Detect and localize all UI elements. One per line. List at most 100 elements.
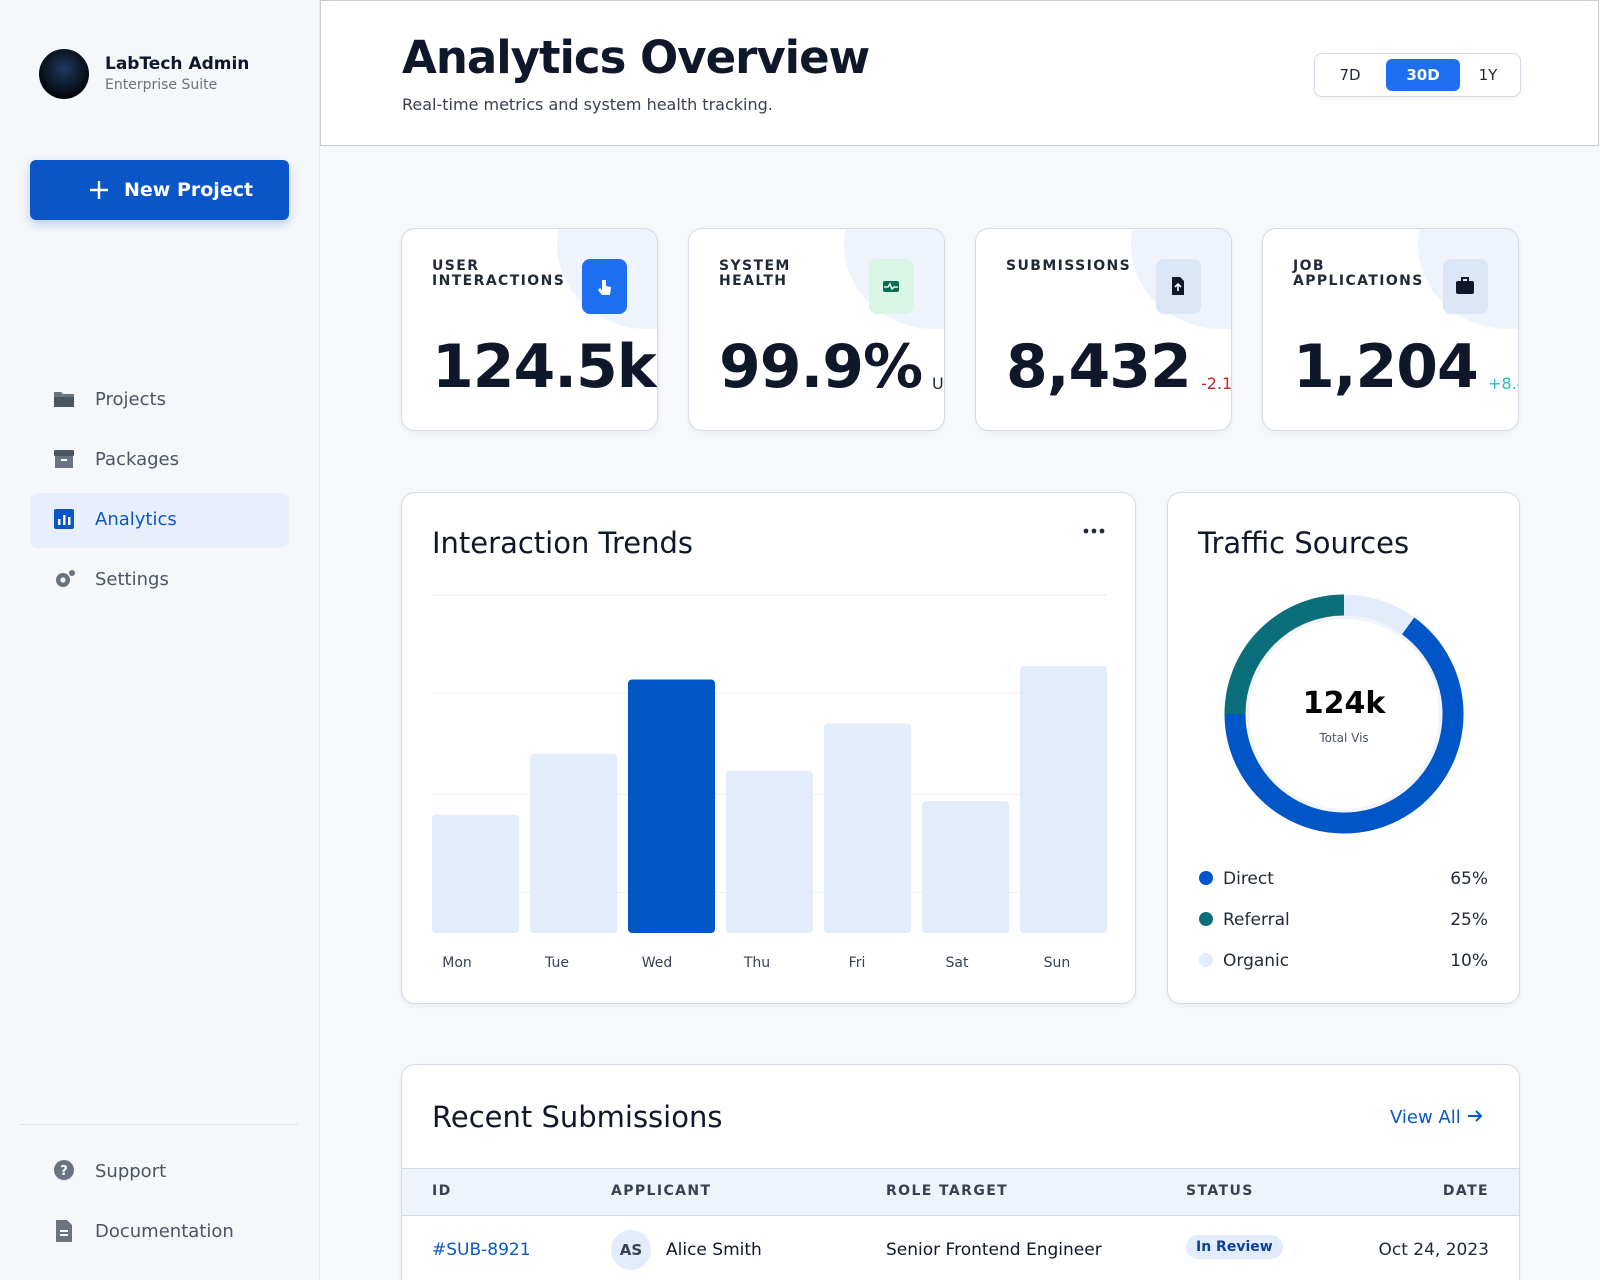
new-project-button[interactable]: New Project xyxy=(30,160,289,220)
nav-label: Settings xyxy=(95,569,169,590)
x-tick-label: Fri xyxy=(849,955,866,971)
x-tick-label: Tue xyxy=(544,955,569,971)
status-badge: In Review xyxy=(1186,1235,1283,1259)
brand-subtitle: Enterprise Suite xyxy=(105,77,218,93)
legend-label: Direct xyxy=(1223,869,1274,889)
nav-label: Analytics xyxy=(95,509,177,530)
bar xyxy=(628,679,715,933)
legend-dot xyxy=(1199,912,1213,926)
icon xyxy=(1172,277,1184,295)
page-subtitle: Real-time metrics and system health trac… xyxy=(402,95,773,114)
nav-item[interactable]: Packages xyxy=(30,433,289,488)
legend-value: 25% xyxy=(1450,910,1488,930)
more-menu[interactable] xyxy=(1082,527,1106,535)
brand: LabTech Admin xyxy=(105,54,250,74)
stat-icon xyxy=(1156,259,1201,314)
traffic-card: Traffic Sources Direct 65% Referral 25% Orga… xyxy=(1167,492,1520,1004)
plus-icon xyxy=(90,181,108,199)
stat-icon xyxy=(582,259,627,314)
applicant-avatar: AS xyxy=(611,1230,651,1270)
nav-icon xyxy=(54,509,74,529)
button-label: New Project xyxy=(124,179,254,201)
applicant-name: Alice Smith xyxy=(666,1240,762,1260)
bar xyxy=(922,801,1009,933)
nav-item[interactable]: Analytics xyxy=(30,493,289,548)
column-header: STATUS xyxy=(1186,1183,1254,1199)
stat-value: 1,204 xyxy=(1293,332,1479,402)
stat-value: 124.5k xyxy=(432,332,657,402)
stat-label: SYSTEM HEALTH xyxy=(719,258,791,289)
stat-icon xyxy=(1443,259,1488,314)
donut-segment xyxy=(1343,594,1415,635)
legend-label: Organic xyxy=(1223,951,1289,971)
table-card: Recent Submissions View All ID APPLICANT R… xyxy=(401,1064,1520,1280)
header: Analytics Overview Real-time metrics and… xyxy=(320,0,1599,146)
nav-icon xyxy=(56,1220,72,1242)
x-tick-label: Mon xyxy=(442,955,472,971)
bar xyxy=(726,770,813,933)
role-target: Senior Frontend Engineer xyxy=(886,1240,1102,1260)
column-header: DATE xyxy=(1442,1183,1489,1199)
x-tick-label: Wed xyxy=(642,955,673,971)
nav-item[interactable]: Projects xyxy=(30,373,289,428)
nav-item[interactable]: Documentation xyxy=(30,1205,289,1260)
nav-icon: ? xyxy=(54,1160,74,1180)
donut-chart: Direct 65% Referral 25% Organic 10% 124k Total … xyxy=(1199,594,1488,971)
view-all-link[interactable]: View All xyxy=(1390,1107,1483,1128)
stat-label: USER INTERACTIONS xyxy=(432,258,566,289)
link-label: View All xyxy=(1390,1107,1461,1128)
stat-label: JOB APPLICATIONS xyxy=(1293,258,1424,289)
icon xyxy=(883,281,899,292)
divider xyxy=(20,1124,298,1125)
legend-dot xyxy=(1199,953,1213,967)
stat-value: 99.9% xyxy=(719,332,923,402)
card-title: Recent Submissions xyxy=(432,1100,723,1134)
legend-dot xyxy=(1199,871,1213,885)
center-value: 124k xyxy=(1303,686,1387,721)
range-option[interactable]: 1Y xyxy=(1478,66,1498,84)
donut-segment xyxy=(1224,617,1464,834)
stat-label: SUBMISSIONS xyxy=(1006,258,1132,274)
nav-icon xyxy=(54,450,74,468)
range-toggle: 7D 30D 1Y xyxy=(1314,53,1521,97)
x-tick-label: Thu xyxy=(743,955,770,971)
legend-label: Referral xyxy=(1223,910,1290,930)
stat-change: Upt xyxy=(932,374,944,393)
bar xyxy=(432,814,519,933)
donut-inner xyxy=(1245,615,1443,813)
bar xyxy=(530,753,617,933)
svg-text:?: ? xyxy=(60,1164,68,1179)
table-header xyxy=(402,1168,1519,1216)
column-header: ID xyxy=(432,1183,452,1199)
stat-card: SUBMISSIONS 8,432 -2.1% xyxy=(975,228,1232,431)
column-header: APPLICANT xyxy=(611,1183,712,1199)
stat-change: -2.1% xyxy=(1201,374,1232,393)
icon xyxy=(598,280,611,295)
legend-value: 10% xyxy=(1450,951,1488,971)
bar-chart: Mon Tue Wed Thu Fri Sat Sun xyxy=(432,594,1107,971)
nav-item[interactable]: Settings xyxy=(30,553,289,608)
icon xyxy=(1456,277,1474,294)
submission-id[interactable]: #SUB-8921 xyxy=(432,1240,531,1260)
arrow-icon xyxy=(1467,1110,1482,1122)
nav-label: Packages xyxy=(95,449,179,470)
x-tick-label: Sun xyxy=(1044,955,1071,971)
range-option[interactable]: 7D xyxy=(1339,66,1361,84)
stat-card: JOB APPLICATIONS 1,204 +8.4% xyxy=(1262,228,1519,431)
center-label: Total Vis xyxy=(1318,731,1368,745)
date: Oct 24, 2023 xyxy=(1378,1240,1490,1260)
legend-value: 65% xyxy=(1450,869,1488,889)
bar xyxy=(824,723,911,933)
card-title: Traffic Sources xyxy=(1198,526,1410,560)
nav-icon xyxy=(56,570,75,587)
stat-change: +8.4% xyxy=(1488,374,1518,393)
nav-label: Projects xyxy=(95,389,166,410)
range-option[interactable]: 30D xyxy=(1386,59,1460,91)
page-title: Analytics Overview xyxy=(402,31,870,84)
stat-value: 8,432 xyxy=(1006,332,1192,402)
nav-label: Documentation xyxy=(95,1221,234,1242)
x-tick-label: Sat xyxy=(946,955,969,971)
nav-item[interactable]: ? Support xyxy=(30,1145,289,1200)
